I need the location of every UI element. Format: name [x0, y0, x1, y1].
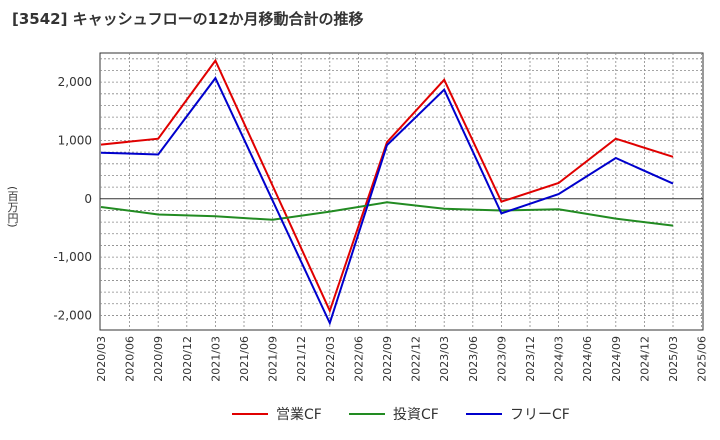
legend-item-operating-cf: 営業CF — [232, 403, 322, 425]
x-tick-label-2022/03: 2022/03 — [324, 336, 337, 382]
x-tick-labels: 2020/03 2020/06 2020/09 2020/12 2021/03 2021/… — [95, 336, 709, 382]
x-tick-label-2024/03: 2024/03 — [553, 336, 566, 382]
series-line-investing-cf — [100, 201, 674, 227]
x-tick-label-2021/12: 2021/12 — [295, 336, 308, 382]
y-tick-label--2000: -2,000 — [53, 308, 92, 322]
chart-title: [3542] キャッシュフローの12か月移動合計の推移 — [12, 10, 364, 28]
x-tick-label-2021/03: 2021/03 — [209, 336, 222, 382]
x-tick-label-2024/06: 2024/06 — [581, 336, 594, 382]
x-tick-label-2023/06: 2023/06 — [467, 336, 480, 382]
x-tick-label-2023/09: 2023/09 — [495, 336, 508, 382]
legend-label-operating-cf: 営業CF — [276, 407, 322, 423]
y-tick-label-2000: 2,000 — [58, 75, 92, 89]
x-tick-label-2021/06: 2021/06 — [238, 336, 251, 382]
x-tick-label-2023/12: 2023/12 — [524, 336, 537, 382]
x-tick-label-2020/03: 2020/03 — [95, 336, 108, 382]
x-tick-label-2020/12: 2020/12 — [181, 336, 194, 382]
x-tick-label-2021/09: 2021/09 — [267, 336, 280, 382]
y-tick-label-0: 0 — [84, 192, 92, 206]
x-tick-label-2020/06: 2020/06 — [124, 336, 137, 382]
legend-item-free-cf: フリーCF — [466, 403, 570, 425]
y-tick-label-1000: 1,000 — [58, 133, 92, 147]
x-tick-label-2024/09: 2024/09 — [610, 336, 623, 382]
legend: 営業CF 投資CF フリーCF — [0, 403, 720, 425]
series-line-free-cf — [100, 76, 674, 326]
x-tick-label-2024/12: 2024/12 — [638, 336, 651, 382]
y-axis-label: (百万円) — [6, 186, 19, 228]
x-tick-label-2023/03: 2023/03 — [438, 336, 451, 382]
x-tick-label-2025/06: 2025/06 — [696, 336, 709, 382]
series-lines — [100, 58, 674, 326]
y-tick-labels: 2,000 1,000 0 -1,000 -2,000 — [53, 75, 92, 322]
series-line-operating-cf — [100, 58, 674, 314]
x-tick-label-2022/06: 2022/06 — [352, 336, 365, 382]
x-tick-label-2022/12: 2022/12 — [410, 336, 423, 382]
x-tick-label-2025/03: 2025/03 — [667, 336, 680, 382]
legend-swatch-operating-cf — [232, 413, 268, 415]
horizontal-grid — [100, 58, 703, 316]
y-tick-label--1000: -1,000 — [53, 250, 92, 264]
x-tick-label-2020/09: 2020/09 — [152, 336, 165, 382]
legend-swatch-investing-cf — [349, 413, 385, 415]
legend-label-investing-cf: 投資CF — [393, 407, 439, 423]
x-tick-label-2022/09: 2022/09 — [381, 336, 394, 382]
legend-item-investing-cf: 投資CF — [349, 403, 439, 425]
legend-swatch-free-cf — [466, 413, 502, 415]
legend-label-free-cf: フリーCF — [510, 407, 570, 423]
